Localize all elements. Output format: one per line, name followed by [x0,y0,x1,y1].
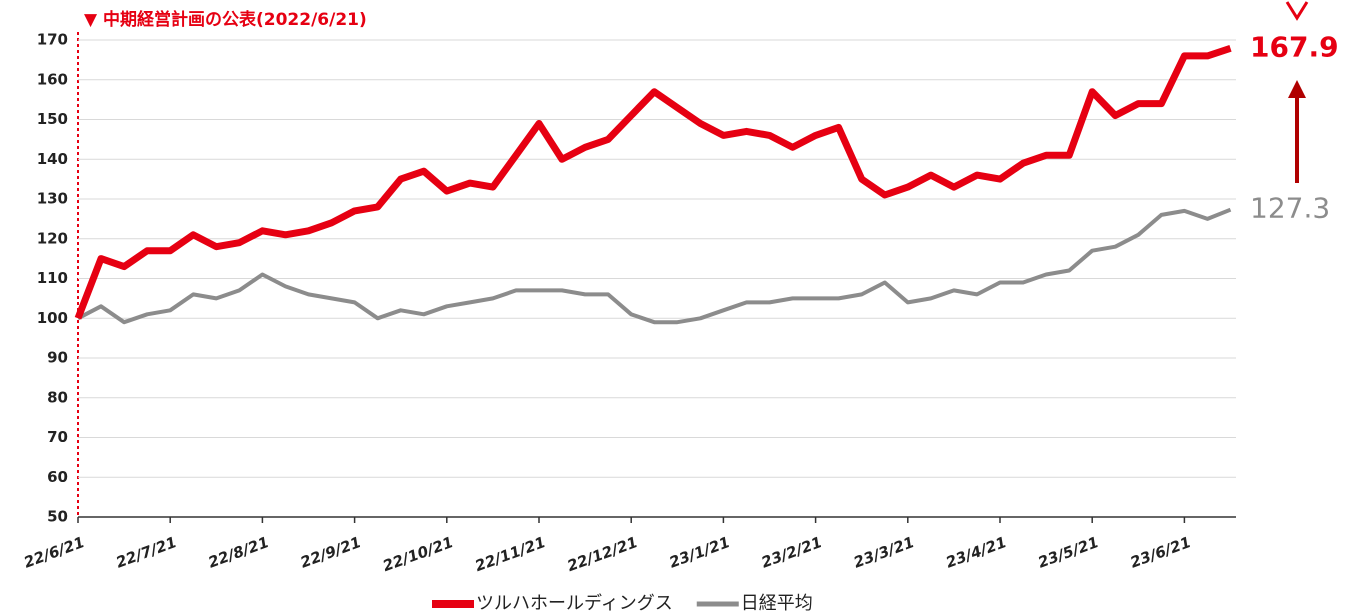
y-tick-label: 60 [47,468,68,486]
end-label: 127.3 [1250,192,1330,225]
y-tick-label: 140 [37,150,68,168]
x-tick-label: 23/1/21 [667,533,733,572]
y-tick-label: 160 [37,70,68,88]
marker [1285,1,1309,21]
y-tick-label: 70 [47,428,68,446]
x-tick-label: 23/2/21 [759,533,825,572]
x-tick-label: 23/3/21 [851,533,917,572]
x-tick-label: 22/9/21 [298,533,364,572]
x-tick-label: 23/4/21 [943,533,1009,572]
series-line [74,44,1232,320]
y-tick-label: 80 [47,388,68,406]
y-tick-label: 170 [37,31,68,49]
y-tick-label: 50 [47,508,68,526]
y-tick-label: 150 [37,110,68,128]
y-tick-label: 130 [37,190,68,208]
y-tick-label: 90 [47,349,68,367]
x-tick-label: 22/7/21 [114,533,180,572]
y-tick-label: 100 [37,309,68,327]
x-tick-label: 22/10/21 [380,533,455,575]
y-tick-label: 120 [37,229,68,247]
legend-label: ツルハホールディングス [476,593,673,614]
x-tick-label: 22/11/21 [473,533,548,575]
x-tick-label: 22/6/21 [21,533,87,572]
end-label: 167.9 [1250,30,1339,63]
series-line [77,207,1232,325]
x-tick-label: 23/6/21 [1128,533,1194,572]
arrow-head [1288,80,1306,98]
x-tick-label: 22/8/21 [206,533,272,572]
y-tick-label: 110 [37,269,68,287]
x-tick-label: 23/5/21 [1036,533,1102,572]
legend-label: 日経平均 [741,593,813,614]
annotation: ▼ 中期経営計画の公表(2022/6/21) [84,9,367,30]
x-tick-label: 22/12/21 [565,533,640,575]
